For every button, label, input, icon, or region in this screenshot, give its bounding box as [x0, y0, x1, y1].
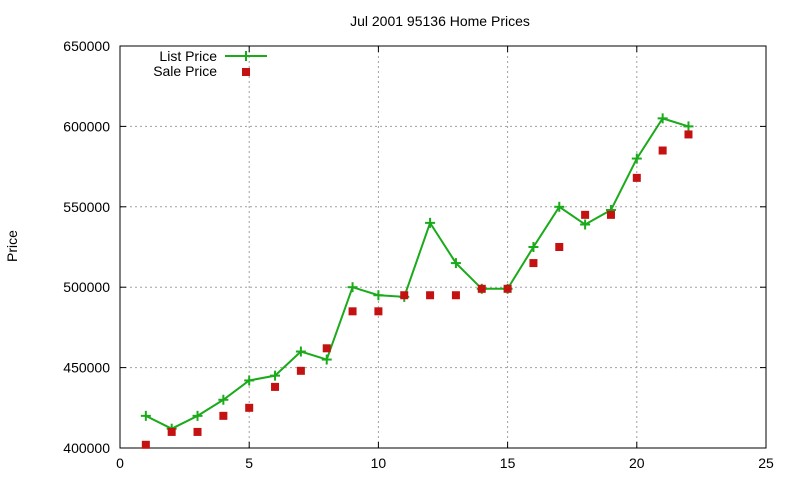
data-point-sale-price	[193, 427, 202, 436]
data-point-sale-price	[451, 291, 460, 300]
data-point-list-price	[321, 354, 332, 365]
plot-frame	[119, 45, 767, 449]
x-tick-label: 0	[116, 455, 124, 471]
data-point-list-price	[140, 410, 151, 421]
x-tick-label: 20	[629, 455, 645, 471]
series-list-price	[140, 113, 694, 434]
x-tick-label: 10	[371, 455, 387, 471]
data-point-sale-price	[503, 284, 512, 293]
y-axis-label: Price	[4, 230, 20, 262]
data-point-sale-price	[245, 403, 254, 412]
y-tick-label: 550000	[63, 199, 110, 215]
y-tick-label: 600000	[63, 118, 110, 134]
x-tick-label: 5	[245, 455, 253, 471]
y-tick-label: 400000	[63, 440, 110, 456]
data-point-sale-price	[581, 210, 590, 219]
legend-marker	[242, 68, 250, 76]
data-point-list-price	[580, 219, 591, 230]
data-point-sale-price	[632, 173, 641, 182]
data-point-list-price	[347, 282, 358, 293]
data-point-list-price	[373, 290, 384, 301]
data-point-list-price	[631, 153, 642, 164]
data-point-sale-price	[141, 440, 150, 449]
x-tick-label: 25	[758, 455, 774, 471]
legend-label-sale-price: Sale Price	[153, 63, 217, 79]
legend-label-list-price: List Price	[159, 48, 217, 64]
series	[140, 113, 694, 449]
legend: List Price Sale Price	[153, 48, 267, 79]
y-tick-label: 500000	[63, 279, 110, 295]
x-tick-label: 15	[500, 455, 516, 471]
y-tick-label: 650000	[63, 38, 110, 54]
data-point-list-price	[657, 113, 668, 124]
data-point-sale-price	[348, 307, 357, 316]
data-point-list-price	[683, 121, 694, 132]
data-point-list-price	[554, 201, 565, 212]
series-sale-price	[141, 130, 693, 449]
data-point-list-price	[244, 375, 255, 386]
data-point-sale-price	[167, 427, 176, 436]
data-point-list-price	[295, 346, 306, 357]
data-point-sale-price	[322, 344, 331, 353]
data-point-list-price	[270, 370, 281, 381]
data-point-sale-price	[426, 291, 435, 300]
data-point-sale-price	[684, 130, 693, 139]
data-point-sale-price	[400, 291, 409, 300]
data-point-list-price	[450, 258, 461, 269]
data-point-list-price	[218, 394, 229, 405]
chart-title: Jul 2001 95136 Home Prices	[350, 13, 530, 29]
legend-marker	[241, 51, 251, 61]
grid	[120, 46, 766, 448]
data-point-sale-price	[658, 146, 667, 155]
data-point-sale-price	[606, 210, 615, 219]
y-tick-label: 450000	[63, 360, 110, 376]
series-line-list-price	[145, 117, 689, 430]
data-point-list-price	[425, 217, 436, 228]
data-point-sale-price	[555, 243, 564, 251]
data-point-sale-price	[271, 382, 280, 391]
data-point-list-price	[192, 410, 203, 421]
data-point-sale-price	[219, 411, 228, 420]
data-point-sale-price	[477, 284, 486, 293]
data-point-list-price	[528, 242, 539, 252]
axis-ticks: 0 5 10 15 20 25 400000 450000 500000 550000 600000…	[63, 38, 774, 471]
data-point-sale-price	[374, 307, 383, 316]
legend-symbol-list-price	[225, 51, 267, 61]
data-point-sale-price	[296, 366, 305, 375]
data-point-sale-price	[529, 259, 538, 268]
legend-symbol-sale-price	[242, 68, 250, 76]
